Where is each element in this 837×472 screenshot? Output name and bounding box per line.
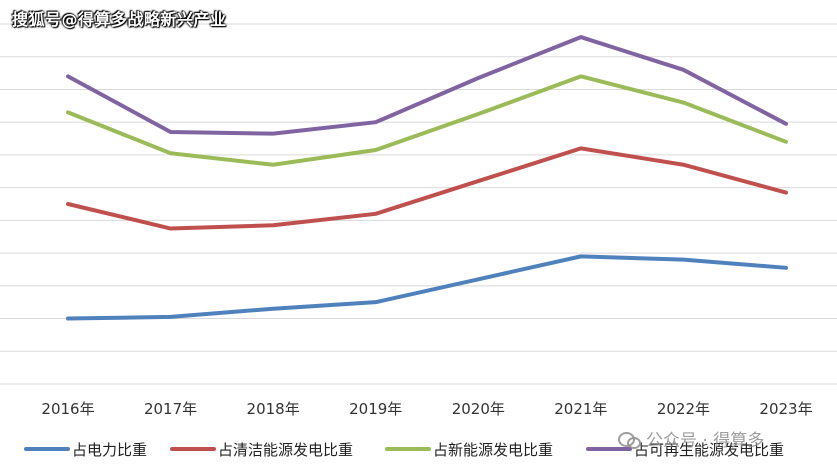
legend-label: 占清洁能源发电比重 <box>218 441 353 459</box>
x-axis-tick-labels: 2016年 2017年 2018年 2019年 2020年 2021年 2022年 2023年 <box>41 400 812 418</box>
series-line-0 <box>66 254 788 321</box>
x-tick-label: 2021年 <box>554 400 607 418</box>
x-tick-label: 2019年 <box>349 400 402 418</box>
gridlines <box>0 23 837 385</box>
x-tick-label: 2016年 <box>41 400 94 418</box>
x-tick-label: 2018年 <box>247 400 300 418</box>
series-line-1 <box>66 146 788 231</box>
legend: 占电力比重 占清洁能源发电比重 占新能源发电比重 占可再生能源发电比重 <box>24 441 784 459</box>
watermark-bottom-text: 公众号 · 得算多 <box>646 431 765 451</box>
wechat-icon <box>618 431 641 449</box>
series-line-2 <box>66 74 788 167</box>
watermark-bottom: 公众号 · 得算多 <box>618 426 764 451</box>
legend-label: 占电力比重 <box>72 441 147 459</box>
series-line-3 <box>66 35 788 136</box>
x-tick-label: 2022年 <box>657 400 710 418</box>
legend-label: 占可再生能源发电比重 <box>634 441 784 459</box>
x-tick-label: 2017年 <box>144 400 197 418</box>
x-tick-label: 2020年 <box>452 400 505 418</box>
series-lines <box>66 35 788 321</box>
watermark-top: 搜狐号@得算多战略新兴产业 <box>12 10 227 29</box>
x-tick-label: 2023年 <box>759 400 812 418</box>
legend-label: 占新能源发电比重 <box>433 441 553 459</box>
